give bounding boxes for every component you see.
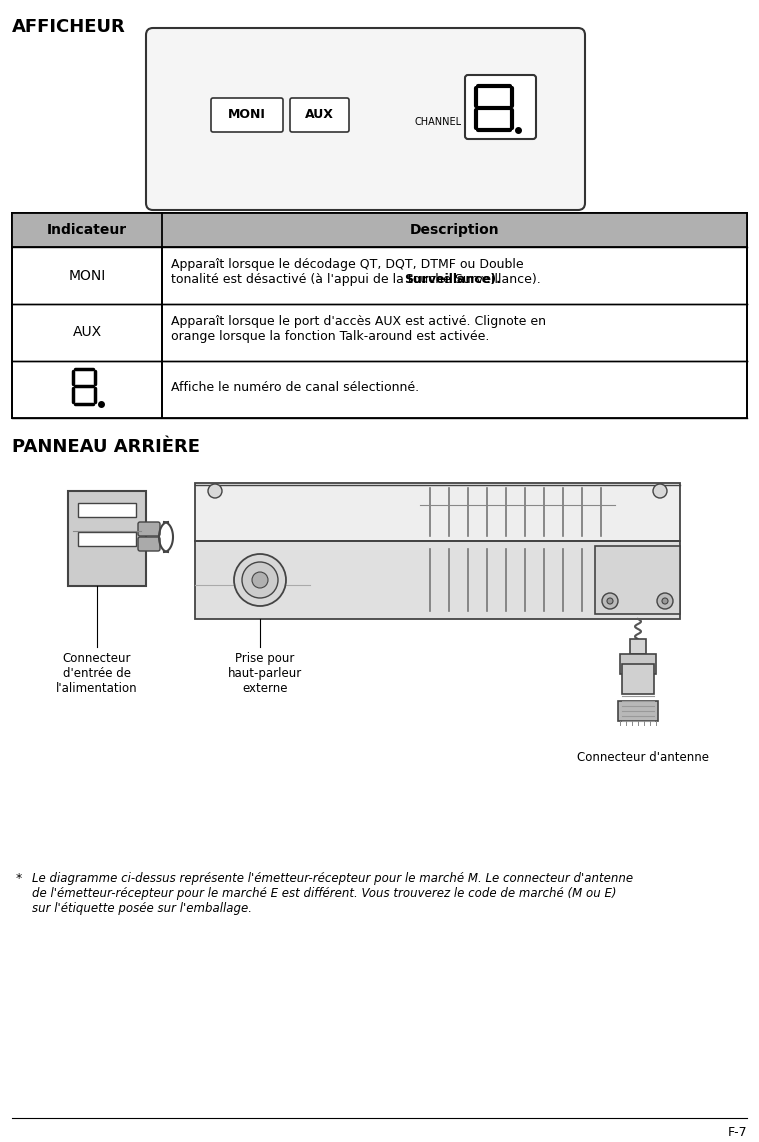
FancyBboxPatch shape [138, 522, 160, 536]
Bar [195, 483, 680, 541]
Text: F-7: F-7 [727, 1126, 747, 1139]
Text: tonalité est désactivé (à l'appui de la touche Surveillance).: tonalité est désactivé (à l'appui de la … [171, 273, 540, 286]
Circle shape [242, 562, 278, 598]
Text: Connecteur
d'entrée de
l'alimentation: Connecteur d'entrée de l'alimentation [56, 652, 138, 695]
Circle shape [607, 598, 613, 604]
Text: Apparaît lorsque le décodage QT, DQT, DTMF ou Double: Apparaît lorsque le décodage QT, DQT, DT… [171, 258, 524, 271]
Text: AFFICHEUR: AFFICHEUR [12, 18, 126, 37]
FancyBboxPatch shape [290, 98, 349, 132]
Text: Indicateur: Indicateur [47, 223, 127, 238]
Text: MONI: MONI [68, 268, 106, 282]
Circle shape [657, 593, 673, 609]
FancyBboxPatch shape [138, 537, 160, 550]
Text: Apparaît lorsque le port d'accès AUX est activé. Clignote en
orange lorsque la f: Apparaît lorsque le port d'accès AUX est… [171, 315, 546, 343]
Text: CHANNEL: CHANNEL [414, 116, 461, 127]
Text: PANNEAU ARRIÈRE: PANNEAU ARRIÈRE [12, 439, 200, 456]
Bar [622, 664, 654, 694]
FancyBboxPatch shape [465, 75, 536, 139]
Bar [620, 654, 656, 674]
Text: Connecteur d'antenne: Connecteur d'antenne [577, 751, 709, 764]
Bar [12, 214, 747, 418]
Bar [618, 701, 658, 721]
Text: AUX: AUX [305, 108, 334, 121]
Text: Le diagramme ci-dessus représente l'émetteur-récepteur pour le marché M. Le conn: Le diagramme ci-dessus représente l'émet… [32, 872, 633, 915]
Bar [195, 541, 680, 619]
Circle shape [602, 593, 618, 609]
Text: Prise pour
haut-parleur
externe: Prise pour haut-parleur externe [228, 652, 302, 695]
Circle shape [662, 598, 668, 604]
Bar [630, 640, 646, 654]
Text: *: * [16, 872, 22, 885]
Bar [78, 502, 136, 517]
FancyBboxPatch shape [211, 98, 283, 132]
Bar [68, 491, 146, 586]
Bar [78, 532, 136, 546]
Text: MONI: MONI [228, 108, 266, 121]
Circle shape [252, 572, 268, 588]
Text: Surveillance).: Surveillance). [404, 273, 500, 286]
Circle shape [234, 554, 286, 606]
Text: Description: Description [410, 223, 499, 238]
Text: Affiche le numéro de canal sélectionné.: Affiche le numéro de canal sélectionné. [171, 381, 419, 394]
Circle shape [653, 484, 667, 498]
FancyBboxPatch shape [146, 29, 585, 210]
Circle shape [208, 484, 222, 498]
Text: AUX: AUX [72, 325, 102, 339]
Bar [12, 214, 747, 247]
Bar [595, 546, 680, 614]
